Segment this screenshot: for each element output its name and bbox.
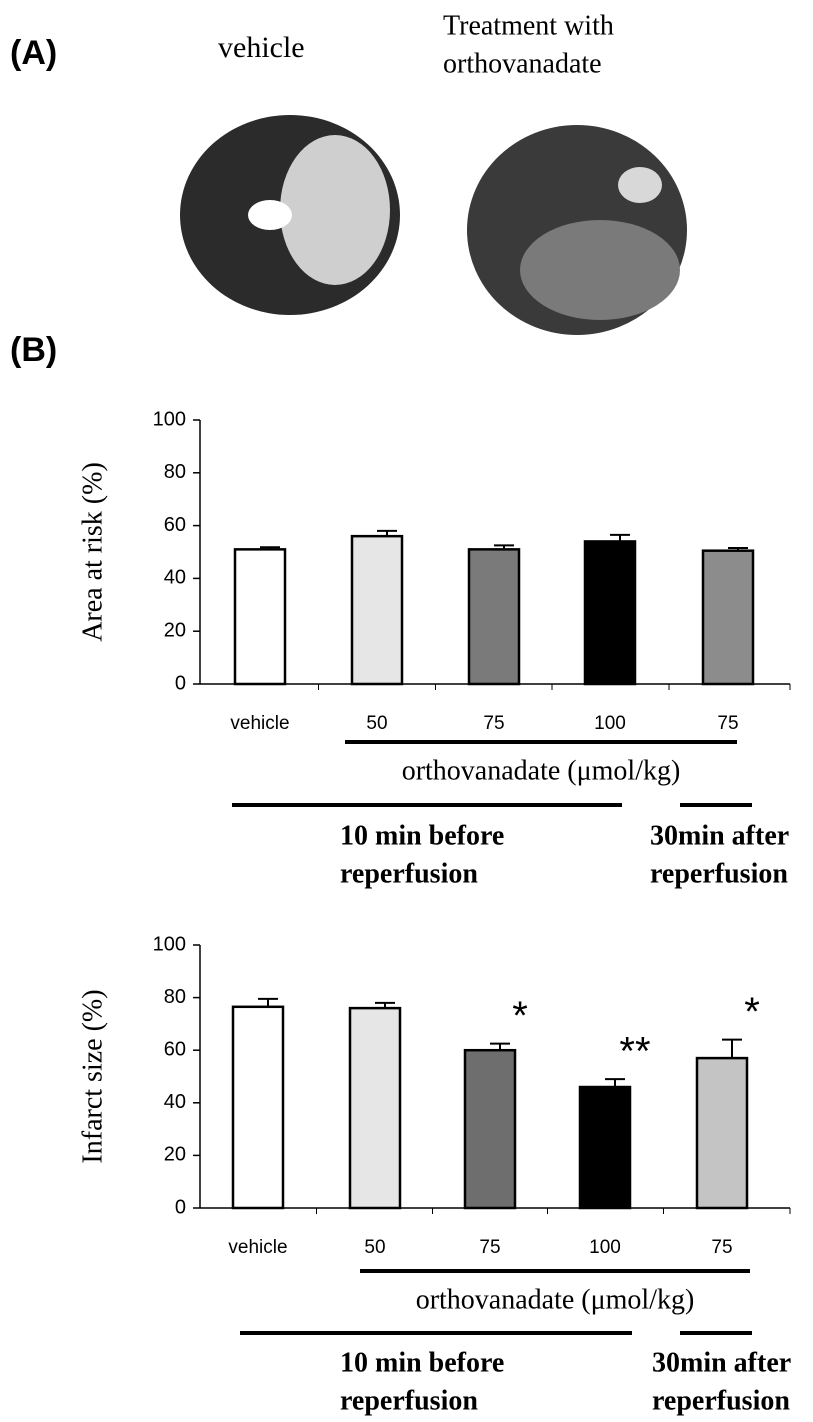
y-tick-label: 20	[164, 619, 186, 641]
heart-region	[520, 220, 680, 320]
period-label: reperfusion	[652, 1385, 790, 1416]
period-label: reperfusion	[650, 858, 788, 889]
heart-region	[280, 135, 390, 285]
photo-caption: Treatment with	[443, 10, 614, 41]
x-tick-label: 100	[594, 713, 626, 734]
x-tick-label: vehicle	[228, 1237, 287, 1258]
period-label: reperfusion	[340, 858, 478, 889]
x-tick-label: vehicle	[230, 713, 289, 734]
y-tick-label: 100	[153, 408, 186, 430]
x-tick-label: 75	[711, 1237, 732, 1258]
y-tick-label: 80	[164, 461, 186, 483]
photo-caption: vehicle	[218, 31, 305, 64]
bar	[350, 534, 404, 686]
significance-label: *	[744, 990, 760, 1034]
x-tick-label: 75	[717, 713, 738, 734]
bar	[467, 548, 521, 686]
significance-label: **	[619, 1030, 650, 1074]
bar	[695, 1056, 749, 1210]
y-tick-label: 0	[175, 1196, 186, 1218]
y-tick-label: 0	[175, 672, 186, 694]
y-tick-label: 60	[164, 514, 186, 536]
period-label: 30min after	[650, 820, 789, 851]
bar	[701, 549, 755, 686]
y-tick-label: 100	[153, 933, 186, 955]
period-label: 10 min before	[340, 820, 504, 851]
y-tick-label: 40	[164, 567, 186, 589]
bar	[233, 548, 287, 686]
period-label: 30min after	[652, 1347, 791, 1378]
heart-lumen	[248, 200, 292, 230]
bar	[231, 1005, 285, 1210]
y-tick-label: 20	[164, 1144, 186, 1166]
dose-label: orthovanadate (μmol/kg)	[416, 1284, 695, 1315]
heart-region	[618, 167, 662, 203]
x-tick-label: 75	[483, 713, 504, 734]
significance-label: *	[512, 994, 528, 1038]
panel-label: (A)	[10, 34, 57, 72]
y-tick-label: 80	[164, 986, 186, 1008]
x-tick-label: 50	[364, 1237, 385, 1258]
period-label: reperfusion	[340, 1385, 478, 1416]
bar	[578, 1085, 632, 1210]
photo-caption: orthovanadate	[443, 48, 602, 79]
dose-label: orthovanadate (μmol/kg)	[402, 755, 681, 786]
y-tick-label: 40	[164, 1091, 186, 1113]
x-tick-label: 50	[366, 713, 387, 734]
bar	[348, 1006, 402, 1210]
y-tick-label: 60	[164, 1038, 186, 1060]
x-tick-label: 100	[589, 1237, 621, 1258]
period-label: 10 min before	[340, 1347, 504, 1378]
x-tick-label: 75	[479, 1237, 500, 1258]
panel-label: (B)	[10, 331, 57, 369]
bar	[463, 1048, 517, 1210]
y-axis-title: Infarct size (%)	[77, 989, 108, 1163]
bar	[583, 540, 637, 686]
y-axis-title: Area at risk (%)	[77, 462, 108, 642]
